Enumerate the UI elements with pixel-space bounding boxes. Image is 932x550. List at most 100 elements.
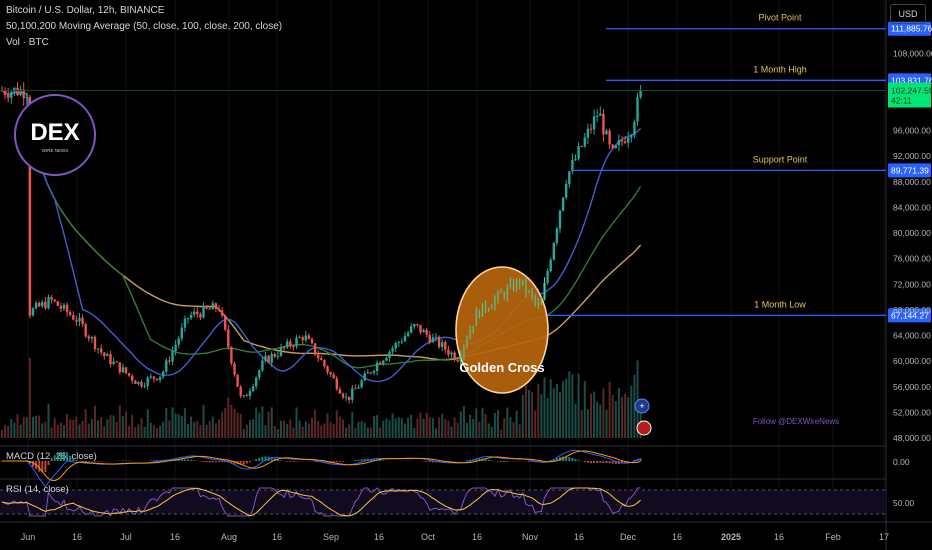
candle-body (267, 355, 270, 363)
candle-body (344, 396, 348, 398)
level-label: Pivot Point (758, 13, 802, 23)
volume-bar (422, 418, 425, 438)
volume-bar (50, 427, 53, 438)
candle-body (28, 97, 32, 316)
volume-bar (404, 423, 406, 438)
follow-text: Follow @DEXWireNews (753, 417, 839, 426)
candle-body (248, 391, 252, 396)
volume-bar (487, 423, 490, 438)
macd-histogram-bar (342, 461, 344, 462)
candle-body (323, 360, 326, 367)
volume-bar (63, 425, 65, 438)
volume-bar (428, 417, 431, 438)
candle-body (558, 210, 562, 229)
candle-body (397, 342, 400, 344)
volume-bar (534, 410, 537, 438)
candle-body (146, 377, 149, 386)
price-axis-label: 88,000.00 (893, 177, 931, 187)
us-flag-icon[interactable] (636, 420, 652, 436)
macd-signal-line (2, 450, 641, 482)
candle-body (65, 304, 69, 313)
dex-logo: DEX WIRE NEWS (14, 94, 96, 176)
volume-bar (531, 392, 534, 438)
volume-bar (87, 423, 90, 438)
macd-histogram-bar (121, 460, 124, 461)
macd-histogram-bar (230, 461, 233, 464)
golden-cross-highlight[interactable] (455, 266, 549, 394)
volume-bar (528, 390, 530, 438)
volume-bar (348, 424, 351, 438)
candle-body (329, 372, 332, 375)
time-axis-label: 16 (774, 532, 784, 542)
volume-bar (16, 414, 19, 438)
volume-bar (165, 408, 168, 438)
candle-body (633, 121, 636, 136)
volume-bar (258, 412, 261, 438)
volume-bar (245, 424, 248, 438)
volume-bar (382, 420, 385, 438)
macd-histogram-bar (335, 461, 338, 463)
candle-body (168, 360, 171, 362)
candle-body (422, 329, 425, 333)
price-axis-label: 68,000.00 (893, 305, 931, 315)
volume-bar (289, 419, 292, 438)
volume-bar (419, 412, 422, 438)
candle-body (258, 370, 261, 378)
volume-bar (593, 391, 596, 438)
volume-bar (580, 409, 583, 438)
volume-bar (177, 414, 180, 438)
volume-bar (441, 413, 444, 438)
currency-button[interactable]: USD (890, 4, 926, 24)
candle-body (211, 303, 214, 310)
macd-histogram-bar (221, 461, 224, 463)
macd-histogram-bar (450, 461, 453, 462)
candle-body (307, 335, 311, 339)
macd-histogram-bar (469, 459, 472, 461)
rsi-ma-line (1, 487, 641, 517)
candle-body (134, 380, 137, 385)
volume-bar (118, 405, 121, 438)
macd-axis-label: 0.00 (893, 457, 910, 467)
candle-body (84, 324, 87, 337)
volume-bar (366, 427, 369, 438)
macd-histogram-bar (242, 461, 245, 465)
candle-body (403, 336, 407, 342)
event-icon-plus[interactable] (634, 398, 650, 414)
volume-bar (267, 411, 270, 438)
volume-label[interactable]: Vol · BTC (6, 37, 49, 48)
volume-bar (633, 374, 636, 438)
volume-bar (109, 415, 112, 438)
chart-title: Bitcoin / U.S. Dollar, 12h, BINANCE (6, 5, 165, 16)
candle-body (385, 357, 388, 361)
volume-bar (196, 420, 199, 438)
candle-body (208, 308, 211, 310)
price-tag (888, 308, 931, 323)
volume-bar (125, 411, 127, 438)
volume-bar (630, 385, 633, 438)
time-axis-label: Jun (21, 532, 36, 542)
time-axis-label: Sep (323, 532, 339, 542)
volume-bar (72, 419, 75, 438)
candle-body (298, 337, 301, 339)
volume-bar (407, 417, 410, 438)
candle-body (574, 158, 577, 161)
candle-body (369, 372, 373, 374)
candle-body (614, 145, 617, 149)
candle-body (413, 323, 416, 327)
macd-label: MACD (12, 26, close) (6, 451, 97, 462)
volume-bar (376, 415, 379, 438)
macd-histogram-bar (490, 460, 493, 461)
ma-indicator-label[interactable]: 50,100,200 Moving Average (50, close, 10… (6, 21, 283, 32)
macd-histogram-bar (531, 461, 534, 462)
candle-body (131, 375, 134, 381)
macd-histogram-bar (540, 461, 543, 463)
current-price-tag (888, 82, 931, 108)
volume-bar (385, 418, 388, 438)
volume-bar (276, 429, 279, 438)
macd-histogram-bar (478, 458, 481, 461)
candle-body (180, 327, 183, 339)
candle-body (366, 372, 369, 374)
candle-body (165, 360, 168, 372)
volume-bar (149, 422, 152, 438)
